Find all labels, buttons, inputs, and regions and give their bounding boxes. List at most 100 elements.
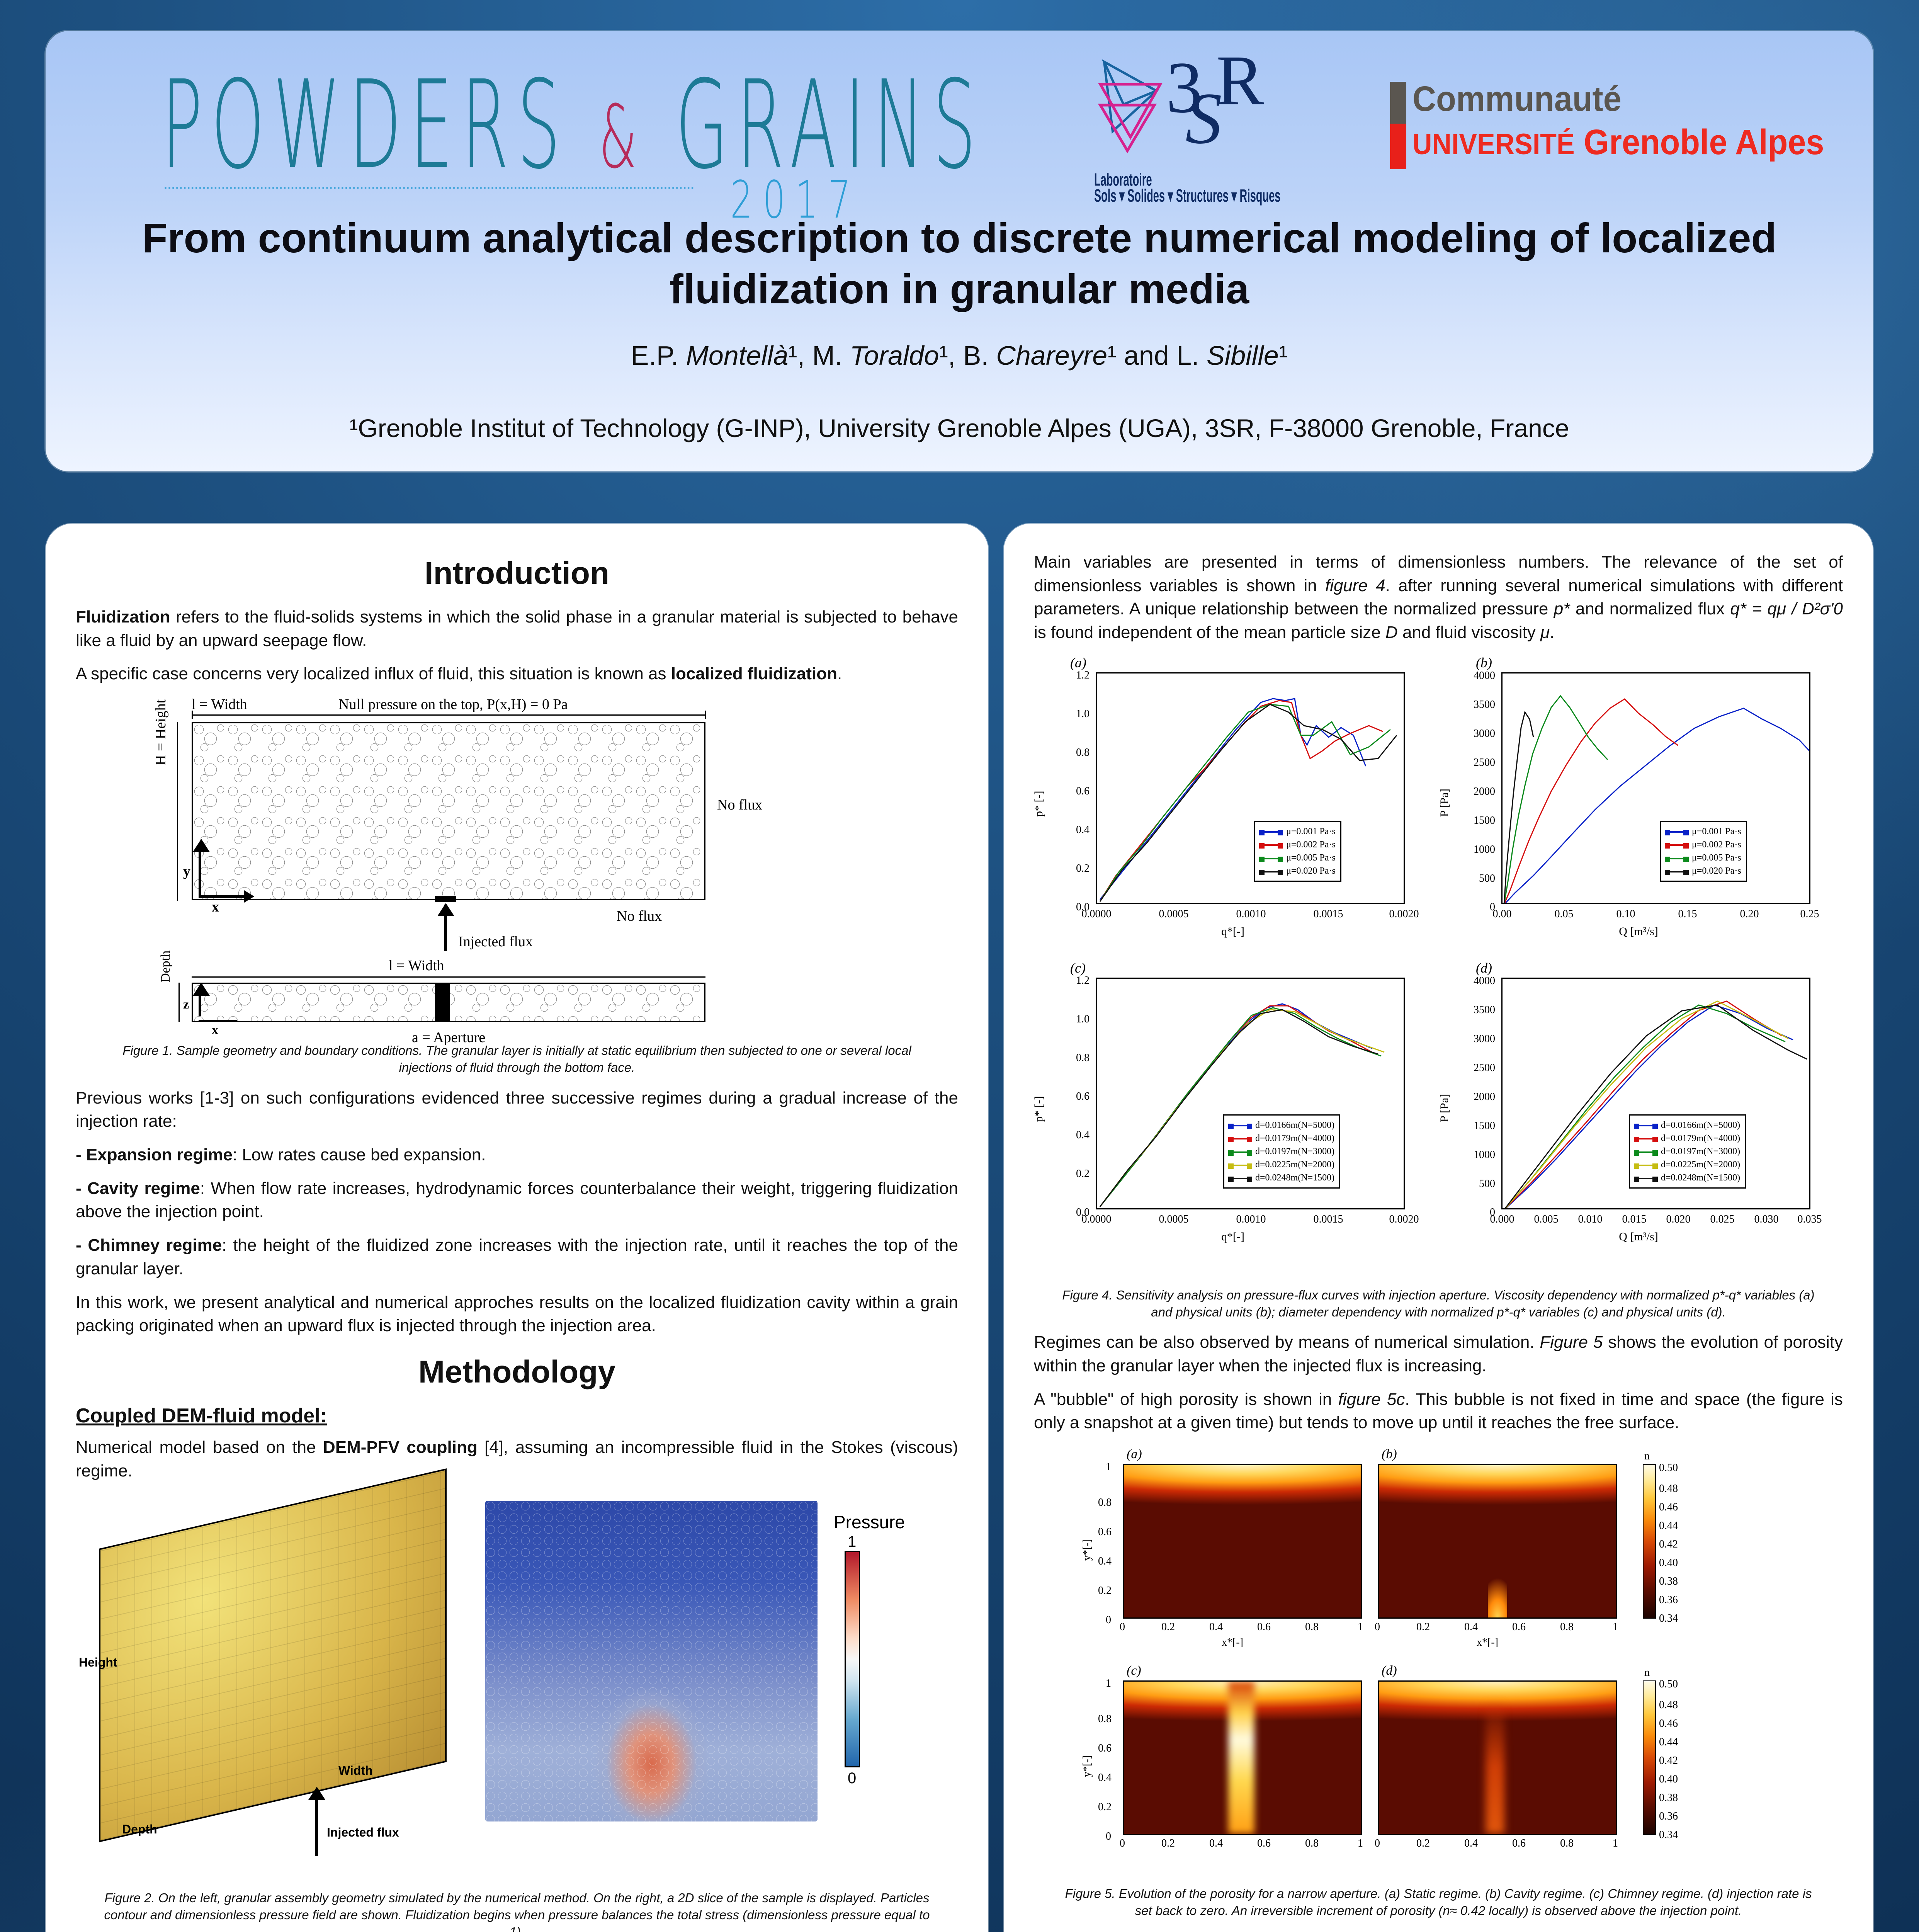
fig4c-ytick: 0.2 [1076, 1167, 1090, 1180]
dimensionless-paragraph: Main variables are presented in terms of… [1034, 551, 1843, 645]
fig4c-ylabel: p* [-] [1032, 1096, 1045, 1122]
fig4d-ytick: 500 [1479, 1177, 1495, 1190]
logo-powders-text: POWDERS [161, 54, 569, 196]
fig4d-xtick: 0.010 [1578, 1213, 1603, 1225]
figure-4-sensitivity-charts: (a) 0.0 0.2 0.4 0.6 0.8 1.0 1.2 0.0000 0… [1032, 655, 1843, 1281]
fig5-colorbar-title-top: n [1644, 1450, 1650, 1463]
fig4d-ytick: 4000 [1474, 975, 1495, 987]
3sr-logo-mark-icon: 3 S R [1098, 41, 1264, 159]
fig4b-ytick: 2500 [1474, 756, 1495, 769]
legend-item: μ=0.002 Pa·s [1259, 838, 1336, 851]
fig4a-xtick: 0.0005 [1159, 908, 1189, 920]
fig5-cb-tick: 0.40 [1659, 1557, 1678, 1569]
fig4d-xlabel: Q [m³/s] [1619, 1230, 1658, 1243]
fig4c-curves [1099, 1003, 1385, 1207]
rp1-fig-ref: figure 4 [1325, 576, 1385, 595]
rp2-b: shows the evolution of porosity within t… [1034, 1333, 1843, 1376]
fig4a-panel-label: (a) [1070, 655, 1086, 670]
figure-5-caption: Figure 5. Evolution of the porosity for … [1065, 1886, 1812, 1918]
rp1-c: and normalized flux [1570, 599, 1730, 619]
fig4d-ytick: 2000 [1474, 1090, 1495, 1103]
legend-item: μ=0.005 Pa·s [1665, 851, 1741, 864]
fig1-aperture-slot [435, 896, 456, 903]
fig4a-xtick: 0.0010 [1236, 908, 1266, 920]
fig4c-ytick: 0.8 [1076, 1051, 1090, 1064]
dem-pfv-post: [4], assuming an incompressible fluid in… [76, 1438, 959, 1480]
dem-pfv-term: DEM-PFV coupling [323, 1438, 478, 1457]
legend-item: d=0.0179m(N=4000) [1634, 1132, 1740, 1145]
fig5-ytick: 0.8 [1098, 1497, 1112, 1509]
fig1-x-letter: x [212, 899, 219, 915]
fig5-cb-tick: 0.34 [1659, 1612, 1678, 1625]
poster-header: POWDERS & GRAINS 2017 3 S R Laboratoire … [46, 31, 1873, 471]
legend-item: μ=0.001 Pa·s [1665, 825, 1741, 838]
uga-logo: Communauté UNIVERSITÉ Grenoble Alpes [1390, 73, 1846, 185]
rp3-fig-ref: figure 5c [1338, 1389, 1405, 1409]
fig4a-xtick: 0.0000 [1081, 908, 1112, 920]
fig5-cb-tick: 0.42 [1659, 1538, 1678, 1551]
fig5-xtick: 0.6 [1257, 1621, 1271, 1633]
rp1-D-symbol: D [1385, 623, 1398, 642]
fig4d-curves [1504, 1000, 1807, 1208]
bubble-paragraph: A "bubble" of high porosity is shown in … [1034, 1388, 1843, 1435]
fig4a-plot-area [1096, 672, 1405, 904]
fig5-xtick: 0.2 [1416, 1621, 1430, 1633]
regime-chimney: - Chimney regime: the height of the flui… [76, 1234, 958, 1281]
fig4d-xtick: 0.020 [1666, 1213, 1691, 1225]
legend-item: d=0.0248m(N=1500) [1228, 1171, 1334, 1184]
fig4b-plot-area [1501, 672, 1810, 904]
fig5-ytick-b: 0.4 [1098, 1772, 1112, 1784]
fig5-xtick-b: 0.8 [1305, 1837, 1319, 1850]
fig2-width-label: Width [338, 1763, 373, 1777]
fig5-xtick: 0.6 [1512, 1621, 1526, 1633]
fig5-map-c-chimney [1123, 1680, 1362, 1835]
fig1-aperture-label: a = Aperture [412, 1029, 486, 1046]
fig5-ytick: 0.4 [1098, 1555, 1112, 1568]
fig4d-ytick: 3500 [1474, 1003, 1495, 1016]
lab-3sr-logo: 3 S R Laboratoire Sols ▾ Solides ▾ Struc… [1089, 41, 1336, 209]
fig2-pressure-colorbar [845, 1551, 860, 1767]
rp3-b: . This bubble is not fixed in time and s… [1034, 1389, 1843, 1432]
fig4d-xtick: 0.015 [1622, 1213, 1647, 1225]
fig1-depth-dim-line [178, 983, 180, 1022]
fig5-xtick: 0 [1120, 1621, 1125, 1633]
fig4a-legend: μ=0.001 Pa·s μ=0.002 Pa·s μ=0.005 Pa·s μ… [1254, 820, 1341, 882]
fig4a-ytick: 0.0 [1076, 901, 1090, 913]
fig1-depth-label: Depth [158, 951, 173, 983]
fig4d-xtick: 0.005 [1534, 1213, 1559, 1225]
fig1-bottom-dim-line [192, 976, 705, 978]
fig4b-xtick: 0.25 [1800, 908, 1819, 920]
fig5-cb-tick-b: 0.42 [1659, 1755, 1678, 1767]
lab-line2: Sols ▾ Solides ▾ Structures ▾ Risques [1094, 186, 1281, 206]
fig4d-ytick: 2500 [1474, 1061, 1495, 1074]
fig4d-xtick: 0.030 [1754, 1213, 1779, 1225]
fig5-ytick: 0 [1106, 1614, 1111, 1626]
uga-university-text: UNIVERSITÉ Grenoble Alpes [1412, 122, 1824, 163]
uga-universite-word: UNIVERSITÉ [1412, 128, 1575, 161]
fig4a-ytick: 0.4 [1076, 823, 1090, 836]
fig5-cb-tick-b: 0.48 [1659, 1699, 1678, 1711]
fig5-cb-tick: 0.36 [1659, 1594, 1678, 1606]
legend-item: d=0.0166m(N=5000) [1634, 1119, 1740, 1132]
fig5b-panel-label: (b) [1382, 1447, 1397, 1462]
fig1-dim-tick-right [705, 711, 706, 719]
fig1-null-pressure-label: Null pressure on the top, P(x,H) = 0 Pa [338, 696, 568, 713]
fig5-cb-tick: 0.38 [1659, 1575, 1678, 1588]
regime-expansion-text: : Low rates cause bed expansion. [232, 1145, 486, 1165]
fig5-map-b-cavity [1378, 1464, 1617, 1619]
rp1-f: . [1550, 623, 1555, 642]
fig5-xtick-b: 0 [1375, 1837, 1380, 1850]
fig1-width-label-bottom: l = Width [389, 957, 444, 974]
fig4d-ytick: 1000 [1474, 1148, 1495, 1161]
logo-grains-text: GRAINS [675, 54, 985, 196]
uga-bar-red [1390, 124, 1406, 169]
right-column: Main variables are presented in terms of… [1004, 524, 1873, 1932]
fig4b-xtick: 0.15 [1678, 908, 1697, 920]
fig4c-panel-label: (c) [1070, 960, 1086, 976]
fig4a-xtick: 0.0020 [1389, 908, 1419, 920]
regime-cavity-text: : When flow rate increases, hydrodynamic… [76, 1179, 958, 1221]
rp2-a: Regimes can be also observed by means of… [1034, 1333, 1540, 1352]
fig4c-xtick: 0.0005 [1159, 1213, 1189, 1225]
regime-chimney-name: - Chimney regime [76, 1236, 222, 1255]
svg-text:3: 3 [1166, 54, 1203, 128]
